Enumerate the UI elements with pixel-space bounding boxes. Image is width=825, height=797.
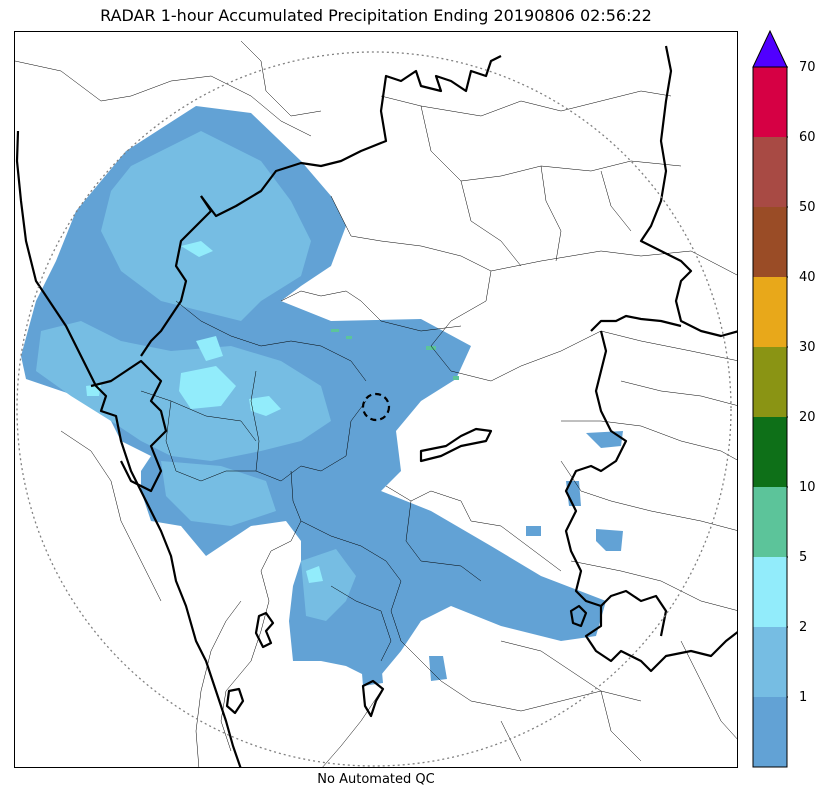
colorbar-label: 30 — [799, 340, 816, 355]
district-boundaries — [15, 40, 737, 767]
colorbar-bin-9 — [753, 67, 787, 137]
map-title: RADAR 1-hour Accumulated Precipitation E… — [100, 6, 652, 25]
colorbar-bin-8 — [753, 137, 787, 207]
colorbar-label: 60 — [799, 130, 816, 145]
colorbar-bin-2 — [753, 557, 787, 627]
colorbar-label: 70 — [799, 60, 816, 75]
state-boundaries — [15, 45, 737, 767]
colorbar-label: 20 — [799, 410, 816, 425]
colorbar-label: 40 — [799, 270, 816, 285]
colorbar-label: 2 — [799, 620, 808, 635]
colorbar-bin-6 — [753, 277, 787, 347]
radar-map[interactable] — [14, 31, 738, 768]
colorbar-label: 1 — [799, 690, 808, 705]
precip-scatter — [331, 329, 459, 380]
colorbar-bin-3 — [753, 487, 787, 557]
range-ring — [16, 51, 732, 767]
colorbar-label: 5 — [799, 550, 808, 565]
colorbar-bins — [753, 67, 787, 767]
colorbar-bin-0 — [753, 697, 787, 767]
precip-colorbar — [752, 30, 788, 768]
colorbar-bin-5 — [753, 347, 787, 417]
colorbar-bin-1 — [753, 627, 787, 697]
qc-caption: No Automated QC — [317, 772, 435, 787]
precip-moderate — [36, 131, 356, 621]
colorbar-label: 10 — [799, 480, 816, 495]
colorbar-extend-arrow — [752, 30, 788, 68]
colorbar-label: 50 — [799, 200, 816, 215]
colorbar-bin-4 — [753, 417, 787, 487]
colorbar-bin-7 — [753, 207, 787, 277]
radar-map-canvas — [15, 40, 737, 767]
